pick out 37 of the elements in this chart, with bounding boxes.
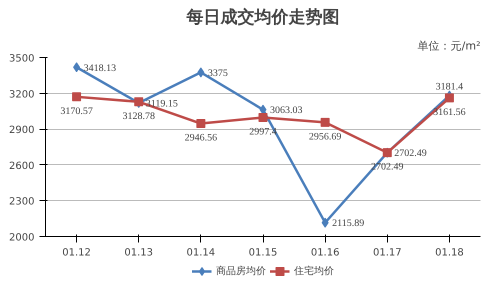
y-tick-label: 2300: [9, 196, 35, 208]
data-label: 3181.4: [436, 82, 464, 93]
point: [72, 92, 82, 102]
point: [320, 118, 330, 127]
data-label: 2702.49: [394, 148, 427, 160]
point: [258, 112, 268, 122]
data-label: 3418.13: [84, 62, 116, 74]
point: [322, 218, 329, 228]
data-label: 2956.69: [308, 131, 342, 142]
x-tick-label: 01.14: [186, 248, 216, 258]
x-tick-label: 01.18: [435, 248, 464, 258]
data-label: 3161.56: [433, 106, 466, 118]
x-tick-label: 01.17: [372, 248, 402, 258]
data-label: 2946.56: [184, 132, 218, 144]
legend-label: 住宅均价: [294, 264, 334, 278]
point: [73, 62, 80, 72]
data-label: 3119.15: [146, 98, 178, 110]
data-label: 3170.57: [60, 106, 93, 117]
data-label: 2115.89: [332, 218, 364, 230]
data-label: 3128.78: [122, 110, 155, 122]
point: [196, 119, 206, 128]
y-tick-label: 3500: [9, 54, 35, 64]
point: [197, 67, 204, 78]
x-tick-label: 01.15: [248, 248, 278, 258]
y-tick-label: 2600: [9, 160, 35, 172]
text: 单位：元/m²: [418, 40, 481, 52]
point: [444, 93, 454, 102]
x-tick-label: 01.12: [62, 248, 91, 258]
x-tick-label: 01.13: [124, 248, 154, 258]
chart-title: 每日成交均价走势图: [186, 8, 340, 28]
y-tick-label: 3200: [9, 89, 35, 100]
legend-label: 商品房均价: [216, 264, 266, 278]
y-tick-label: 2900: [9, 125, 35, 136]
data-label: 3063.03: [270, 105, 302, 116]
x-tick-label: 01.16: [310, 248, 340, 258]
data-label: 3375: [208, 68, 228, 79]
y-tick-label: 2000: [9, 232, 35, 244]
